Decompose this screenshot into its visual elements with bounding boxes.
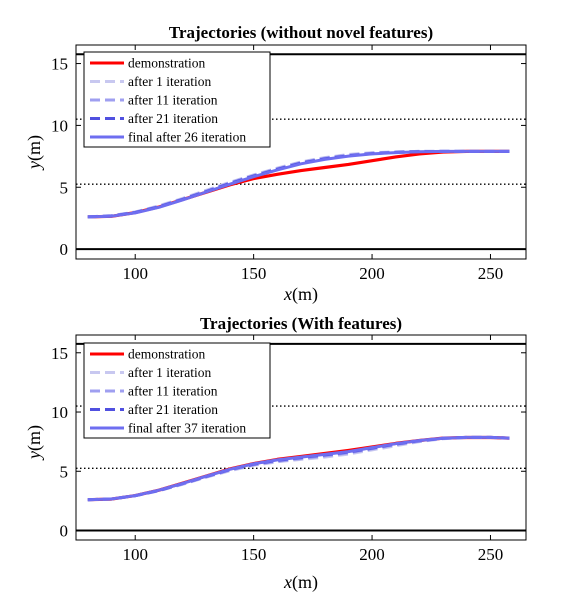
y-tick-label-1: 5 (60, 178, 69, 197)
plot-area: 100 150 200 250 0 5 10 15 demonstration after 1 i… (51, 334, 527, 564)
legend-label-1: after 1 iteration (128, 74, 211, 89)
legend-label-0: demonstration (128, 347, 205, 362)
x-tick-label-3: 250 (478, 264, 504, 283)
legend-label-3: after 21 iteration (128, 402, 218, 417)
chart-panel-top: Trajectories (without novel features) 10… (24, 23, 527, 305)
legend-label-4: final after 37 iteration (128, 421, 246, 436)
x-tick-label-1: 150 (241, 545, 267, 564)
legend-label-1: after 1 iteration (128, 365, 211, 380)
legend-label-0: demonstration (128, 56, 205, 71)
x-tick-label-2: 200 (359, 545, 385, 564)
axes-frame (75, 44, 527, 260)
y-tick-label-0: 0 (60, 240, 69, 259)
legend-label-3: after 21 iteration (128, 111, 218, 126)
chart-panel-bottom: Trajectories (With features) 100 150 200 25… (24, 314, 527, 593)
y-axis-label-var: y (24, 451, 44, 461)
y-tick-label-1: 5 (60, 462, 69, 481)
y-axis-label-unit: (m) (24, 135, 45, 161)
legend: demonstration after 1 iteration after 11 i… (83, 342, 271, 439)
y-axis-label: y(m) (24, 135, 45, 171)
x-axis-label: x(m) (283, 284, 318, 305)
plot-area: 100 150 200 250 0 5 10 15 demonstration after 1 i… (51, 44, 527, 283)
legend: demonstration after 1 iteration after 11 i… (83, 51, 271, 148)
legend-label-2: after 11 iteration (128, 93, 218, 108)
axes-frame (75, 334, 527, 541)
x-axis-label: x(m) (283, 572, 318, 593)
x-tick-label-2: 200 (359, 264, 385, 283)
series-line-0 (87, 435, 510, 502)
x-tick-label-3: 250 (478, 545, 504, 564)
x-tick-label-0: 100 (122, 545, 148, 564)
x-tick-label-1: 150 (241, 264, 267, 283)
series-line-4 (87, 435, 510, 502)
y-axis-label-var: y (24, 161, 44, 171)
y-tick-label-0: 0 (60, 522, 69, 541)
y-tick-label-2: 10 (51, 116, 68, 135)
y-tick-label-2: 10 (51, 403, 68, 422)
y-axis-label-unit: (m) (24, 425, 45, 451)
x-axis-label-var: x (283, 284, 292, 304)
y-tick-label-3: 15 (51, 344, 68, 363)
x-axis-label-unit: (m) (292, 284, 318, 305)
chart-title: Trajectories (without novel features) (169, 23, 433, 42)
chart-title: Trajectories (With features) (200, 314, 402, 333)
y-axis-label: y(m) (24, 425, 45, 461)
x-axis-label-var: x (283, 572, 292, 592)
x-tick-label-0: 100 (122, 264, 148, 283)
legend-label-4: final after 26 iteration (128, 130, 246, 145)
x-axis-label-unit: (m) (292, 572, 318, 593)
legend-label-2: after 11 iteration (128, 384, 218, 399)
y-tick-label-3: 15 (51, 55, 68, 74)
series-line-4 (87, 149, 510, 219)
